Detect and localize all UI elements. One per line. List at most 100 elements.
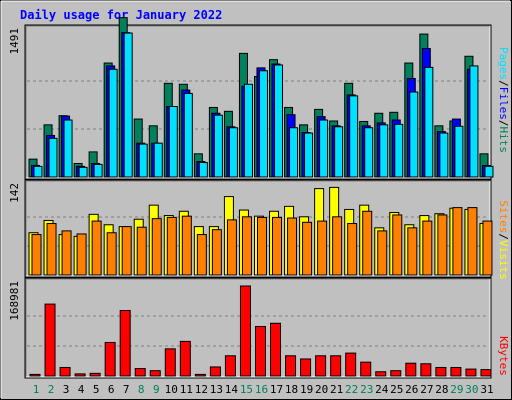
kbytes-bar-day-8 — [134, 368, 146, 377]
kbytes-bar-day-31 — [480, 369, 492, 377]
kbytes-bar-day-23 — [360, 361, 372, 377]
pages-bar-day-20 — [319, 119, 329, 178]
sites-bar-day-20 — [317, 220, 328, 276]
sites-bar-day-28 — [437, 214, 448, 276]
kbytes-bar-day-10 — [164, 348, 176, 377]
x-tick-label-day-21: 21 — [330, 383, 343, 396]
kbytes-bar-day-5 — [89, 372, 101, 377]
x-tick-label-day-11: 11 — [180, 383, 193, 396]
x-tick-label-day-7: 7 — [123, 383, 130, 396]
pages-bar-day-29 — [454, 125, 464, 178]
x-tick-label-day-9: 9 — [153, 383, 160, 396]
sites-bar-day-25 — [392, 214, 403, 276]
x-tick-label-day-28: 28 — [435, 383, 448, 396]
pages-bar-day-26 — [409, 91, 419, 178]
sites-bar-day-23 — [362, 210, 373, 276]
pages-bar-day-21 — [334, 126, 344, 178]
panels: 1491142168981Pages/Files/HitsSites/Visit… — [8, 17, 510, 379]
sites-bar-day-16 — [256, 216, 267, 276]
sites-bar-day-24 — [377, 230, 388, 276]
pages-bar-day-25 — [394, 123, 404, 178]
sites-bar-day-26 — [407, 227, 418, 276]
pages-bar-day-28 — [439, 132, 449, 178]
x-tick-label-day-6: 6 — [108, 383, 115, 396]
kbytes-bar-day-16 — [254, 325, 266, 377]
sites-bar-day-9 — [151, 218, 162, 276]
pages-bar-day-30 — [469, 65, 479, 178]
sites-bar-day-14 — [226, 219, 237, 276]
x-tick-label-day-18: 18 — [285, 383, 298, 396]
legend-separator: / — [497, 80, 510, 87]
pages-bar-day-4 — [78, 166, 88, 178]
legend-separator: / — [497, 120, 510, 127]
kbytes-bar-day-7 — [119, 309, 131, 377]
kbytes-bar-day-9 — [149, 370, 161, 377]
sites-bar-day-17 — [272, 216, 283, 276]
pages-bar-day-9 — [153, 142, 163, 178]
x-tick-label-day-17: 17 — [270, 383, 283, 396]
sites-bar-day-31 — [482, 220, 493, 276]
kbytes-bar-day-25 — [390, 370, 402, 377]
pages-bar-day-24 — [379, 124, 389, 178]
sites-bar-day-18 — [287, 217, 298, 276]
x-tick-label-day-23: 23 — [360, 383, 373, 396]
sites-bar-day-5 — [91, 220, 102, 276]
sites-bar-day-15 — [241, 216, 252, 276]
sites-bar-day-29 — [452, 207, 463, 276]
legend-hits: Hits — [497, 127, 510, 154]
x-tick-label-day-27: 27 — [420, 383, 433, 396]
x-tick-label-day-16: 16 — [255, 383, 268, 396]
legend-pages: Pages — [497, 47, 510, 80]
x-tick-label-day-8: 8 — [138, 383, 145, 396]
kbytes-bar-day-2 — [44, 303, 56, 377]
sites-bar-day-8 — [136, 226, 147, 276]
legend-kbytes: KBytes — [497, 336, 510, 376]
legend-sites: Sites — [497, 200, 510, 233]
x-axis-labels: 1 2 3 4 5 6 7 8 9 10 11 12 13 14 15 16 17 18 19 20 21 22 23 24 2… — [33, 383, 494, 396]
pages-bar-day-23 — [364, 127, 374, 178]
kbytes-bar-day-11 — [179, 340, 191, 377]
pages-bar-day-16 — [258, 70, 268, 178]
kbytes-bar-day-13 — [209, 366, 221, 377]
pages-bar-day-7 — [123, 32, 133, 178]
x-tick-label-day-29: 29 — [450, 383, 463, 396]
x-tick-label-day-12: 12 — [195, 383, 208, 396]
legend-hits-files-pages: Pages/Files/Hits — [497, 47, 510, 153]
sites-bar-day-30 — [467, 207, 478, 276]
panel-visits-sites: 142 — [8, 179, 493, 278]
sites-bar-day-10 — [166, 216, 177, 276]
sites-bar-day-7 — [121, 226, 132, 276]
panel-hits-files-pages: 1491 — [8, 17, 494, 180]
x-tick-label-day-2: 2 — [48, 383, 55, 396]
sites-bar-day-11 — [181, 215, 192, 276]
kbytes-bar-day-17 — [270, 322, 282, 377]
sites-bar-day-4 — [76, 233, 87, 276]
legend-kbytes: KBytes — [497, 336, 510, 376]
sites-bar-day-12 — [196, 234, 207, 276]
kbytes-bar-day-22 — [345, 352, 357, 377]
x-tick-label-day-22: 22 — [345, 383, 358, 396]
pages-bar-day-5 — [93, 163, 103, 178]
pages-bar-day-17 — [274, 64, 284, 178]
kbytes-bar-day-1 — [29, 373, 41, 377]
sites-bar-day-21 — [332, 216, 343, 276]
kbytes-bar-day-12 — [194, 373, 206, 377]
kbytes-bar-day-27 — [420, 363, 432, 377]
kbytes-bar-day-30 — [465, 368, 477, 377]
kbytes-bar-day-24 — [375, 371, 387, 377]
sites-bar-day-13 — [211, 229, 222, 276]
pages-bar-day-8 — [138, 143, 148, 178]
panel-kbytes: 168981 — [8, 277, 492, 379]
sites-bar-day-1 — [31, 234, 42, 276]
kbytes-bar-day-19 — [300, 358, 312, 377]
kbytes-bar-day-14 — [224, 355, 236, 377]
pages-bar-day-3 — [63, 119, 73, 178]
x-tick-label-day-13: 13 — [210, 383, 223, 396]
kbytes-bar-day-18 — [285, 355, 297, 377]
axis-max-label: 168981 — [8, 281, 21, 321]
pages-bar-day-31 — [484, 165, 494, 178]
pages-bar-day-19 — [304, 132, 314, 178]
pages-bar-day-13 — [213, 114, 223, 178]
x-tick-label-day-20: 20 — [315, 383, 328, 396]
